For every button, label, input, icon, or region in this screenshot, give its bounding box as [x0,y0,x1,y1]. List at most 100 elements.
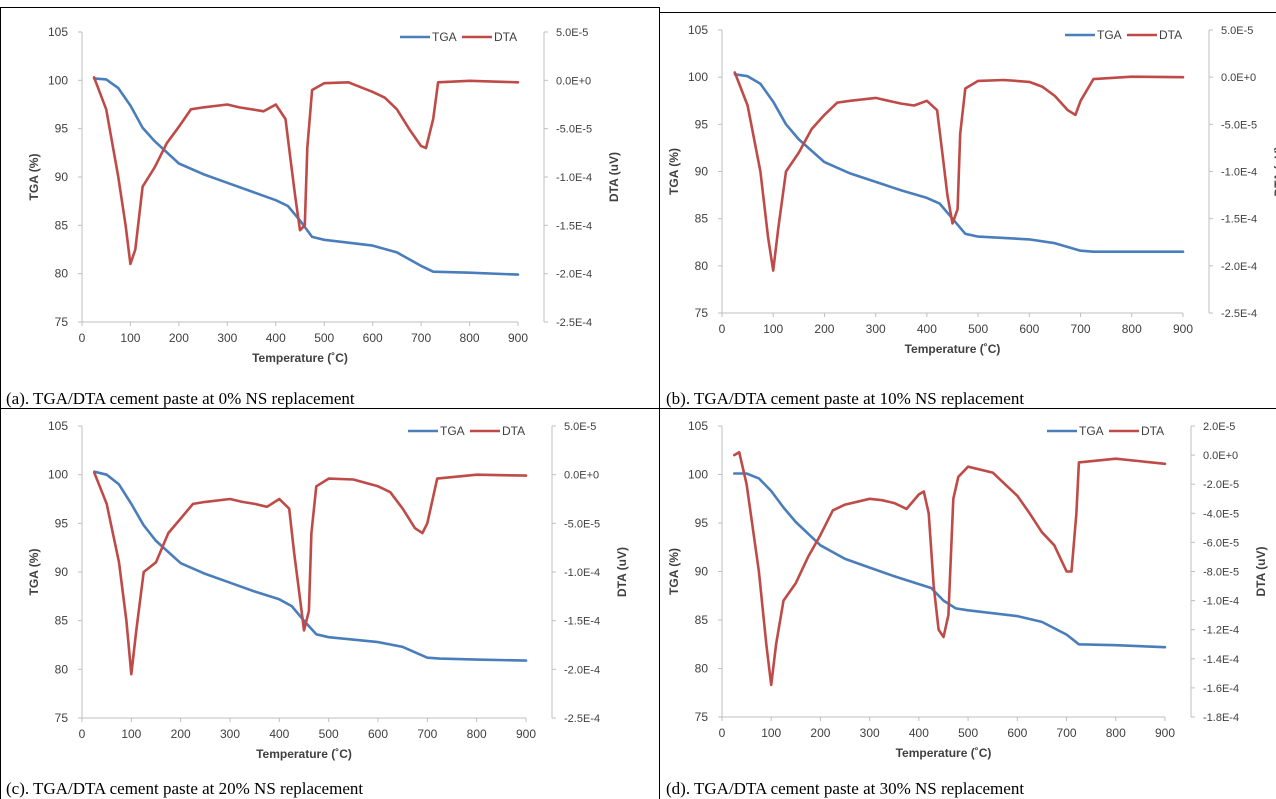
x-tick-label: 400 [269,727,289,741]
caption-a: (a). TGA/DTA cement paste at 0% NS repla… [6,389,355,408]
y2-tick-label: 5.0E-5 [1221,25,1253,37]
x-tick-label: 500 [958,726,978,740]
y-tick-label: 100 [688,468,708,482]
y2-axis-label: DTA (uV) [1272,147,1276,197]
x-tick-label: 200 [169,331,189,345]
x-tick-label: 100 [120,331,140,345]
chart-d: 0 100 200 300 400 500 600 700 800 900 75 80 85 90 95 10… [667,419,1268,760]
y-tick-label: 105 [48,25,68,39]
x-tick-label: 0 [79,727,86,741]
y2-tick-label: 0.0E+0 [556,75,591,87]
x-tick-label: 200 [810,726,830,740]
legend-label-tga: TGA [1097,28,1122,42]
y-tick-label: 80 [695,259,709,273]
x-tick-label: 800 [460,331,480,345]
series-line-tga [733,472,1167,649]
top-border [0,7,660,8]
y2-tick-label: -1.0E-4 [1203,596,1239,608]
y2-tick-label: -2.5E-4 [1221,308,1257,320]
y2-tick-label: -2.0E-4 [1221,261,1257,273]
x-tick-label: 100 [121,727,141,741]
x-tick-label: 900 [1155,726,1175,740]
series-line-dta [92,76,520,266]
y2-tick-label: -1.4E-4 [1203,654,1239,666]
x-tick-label: 800 [467,727,487,741]
y-tick-label: 80 [55,267,69,281]
middle-divider [0,408,1276,409]
y2-tick-label: -2.5E-4 [556,317,592,329]
x-tick-label: 600 [1007,726,1027,740]
y-tick-label: 85 [695,613,709,627]
series-line-tga [92,77,520,276]
y-tick-label: 100 [688,70,708,84]
y2-tick-label: -1.8E-4 [1203,712,1239,724]
y-tick-label: 105 [688,419,708,433]
x-tick-label: 900 [508,331,528,345]
y-tick-label: 95 [55,516,69,530]
y-axis-label: TGA (%) [27,549,41,596]
y-tick-label: 80 [695,662,709,676]
panel-c: 0 100 200 300 400 500 600 700 800 900 75 80 85 90 95 10… [0,409,660,799]
caption-d: (d). TGA/DTA cement paste at 30% NS repl… [666,779,1025,798]
series-line-tga [93,470,528,662]
chart-b: 0 100 200 300 400 500 600 700 800 900 75 80 85 90 95 10… [667,23,1276,356]
y-tick-label: 80 [55,662,69,676]
y2-tick-label: -1.0E-4 [556,172,592,184]
legend-label-dta: DTA [502,424,525,438]
y-tick-label: 90 [55,170,69,184]
x-tick-label: 400 [266,331,286,345]
y2-tick-label: -2.5E-4 [564,713,600,725]
y-tick-label: 85 [55,614,69,628]
y-tick-label: 100 [48,73,68,87]
panel-d: 0 100 200 300 400 500 600 700 800 900 75 80 85 90 95 10… [660,409,1276,799]
y2-tick-label: -2.0E-4 [556,269,592,281]
y-tick-label: 75 [695,306,709,320]
y-tick-label: 100 [48,468,68,482]
series-line-dta [93,471,528,676]
x-tick-label: 200 [814,322,834,336]
chart-c: 0 100 200 300 400 500 600 700 800 900 75 80 85 90 95 10… [27,419,629,761]
x-tick-label: 600 [368,727,388,741]
center-divider [659,7,660,799]
y-tick-label: 95 [695,516,709,530]
x-tick-label: 300 [217,331,237,345]
x-tick-label: 100 [763,322,783,336]
y2-tick-label: 5.0E-5 [556,27,588,39]
x-axis-label: Temperature (˚C) [252,351,348,365]
y2-axis-label: DTA (uV) [607,152,621,202]
x-tick-label: 700 [1071,322,1091,336]
y-tick-label: 105 [688,23,708,37]
y-axis-label: TGA (%) [667,148,681,195]
x-axis-label: Temperature (˚C) [256,747,352,761]
y2-tick-label: -1.0E-4 [1221,167,1257,179]
y-axis-label: TGA (%) [667,548,681,595]
y2-axis-label: DTA (uV) [615,547,629,597]
legend-label-dta: DTA [1141,424,1164,438]
y-tick-label: 90 [695,565,709,579]
y2-tick-label: -8.0E-5 [1203,567,1239,579]
y2-tick-label: -6.0E-5 [1203,537,1239,549]
x-tick-label: 0 [719,322,726,336]
top-border-right [660,12,1276,13]
x-tick-label: 800 [1106,726,1126,740]
y-tick-label: 85 [55,218,69,232]
series-line-dta [733,71,1185,272]
y2-tick-label: -5.0E-5 [556,124,592,136]
legend-label-tga: TGA [1079,424,1104,438]
caption-b: (b). TGA/DTA cement paste at 10% NS repl… [666,389,1025,408]
y2-axis-label: DTA (uV) [1254,547,1268,597]
caption-c: (c). TGA/DTA cement paste at 20% NS repl… [6,779,364,798]
y-tick-label: 90 [55,565,69,579]
x-tick-label: 700 [411,331,431,345]
x-tick-label: 500 [319,727,339,741]
y2-tick-label: -2.0E-5 [1203,479,1239,491]
x-tick-label: 400 [909,726,929,740]
x-tick-label: 300 [220,727,240,741]
y2-tick-label: -5.0E-5 [1221,119,1257,131]
legend-label-dta: DTA [1159,28,1182,42]
y-tick-label: 85 [695,212,709,226]
y-tick-label: 75 [55,315,69,329]
y-axis-label: TGA (%) [27,154,41,201]
x-tick-label: 200 [171,727,191,741]
